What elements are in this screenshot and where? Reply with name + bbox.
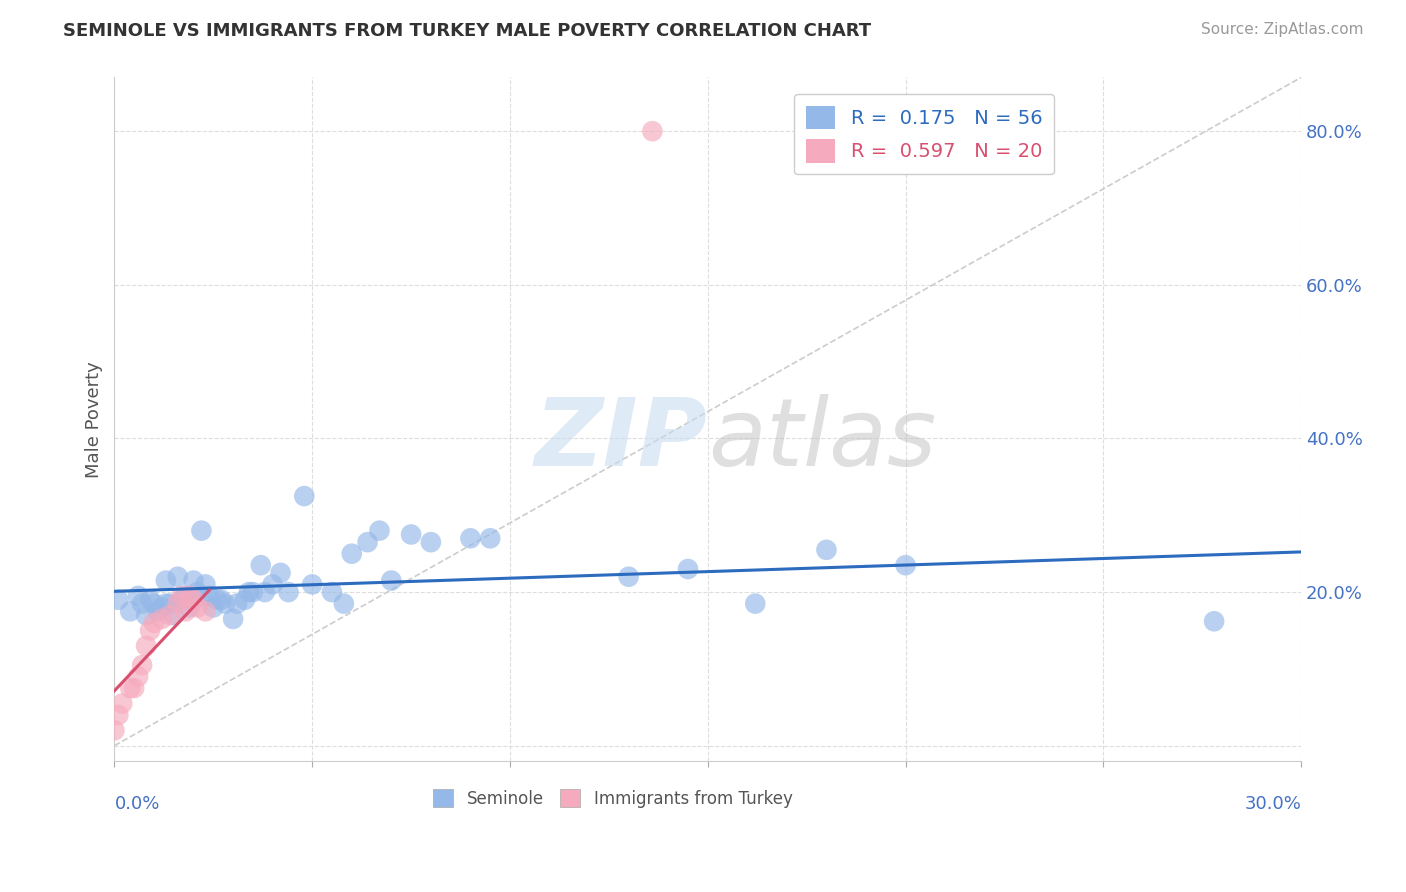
Point — [174, 604, 197, 618]
Point — [135, 608, 157, 623]
Point — [143, 597, 166, 611]
Point — [242, 585, 264, 599]
Point — [340, 547, 363, 561]
Point — [174, 589, 197, 603]
Point — [183, 592, 205, 607]
Point — [135, 639, 157, 653]
Point — [1204, 614, 1226, 628]
Point — [150, 600, 173, 615]
Point — [186, 585, 208, 599]
Point — [419, 535, 441, 549]
Text: SEMINOLE VS IMMIGRANTS FROM TURKEY MALE POVERTY CORRELATION CHART: SEMINOLE VS IMMIGRANTS FROM TURKEY MALE … — [63, 22, 872, 40]
Point — [170, 592, 193, 607]
Point — [226, 597, 249, 611]
Text: atlas: atlas — [707, 394, 936, 485]
Point — [146, 604, 169, 618]
Point — [292, 489, 315, 503]
Point — [209, 592, 232, 607]
Point — [163, 608, 186, 623]
Point — [190, 524, 212, 538]
Point — [179, 589, 201, 603]
Point — [183, 592, 205, 607]
Point — [194, 604, 217, 618]
Text: ZIP: ZIP — [534, 393, 707, 486]
Point — [202, 600, 225, 615]
Point — [399, 527, 422, 541]
Legend: Seminole, Immigrants from Turkey: Seminole, Immigrants from Turkey — [426, 783, 799, 814]
Text: 30.0%: 30.0% — [1244, 796, 1301, 814]
Point — [139, 624, 162, 638]
Point — [641, 124, 664, 138]
Point — [111, 697, 134, 711]
Point — [186, 600, 208, 615]
Text: Source: ZipAtlas.com: Source: ZipAtlas.com — [1201, 22, 1364, 37]
Y-axis label: Male Poverty: Male Poverty — [86, 361, 103, 477]
Point — [815, 542, 838, 557]
Point — [270, 566, 292, 580]
Point — [127, 670, 149, 684]
Point — [214, 597, 236, 611]
Point — [676, 562, 699, 576]
Point — [198, 589, 221, 603]
Point — [479, 531, 502, 545]
Point — [103, 723, 125, 738]
Point — [356, 535, 378, 549]
Point — [159, 597, 181, 611]
Point — [333, 597, 356, 611]
Point — [166, 597, 188, 611]
Point — [143, 615, 166, 630]
Point — [127, 589, 149, 603]
Point — [321, 585, 343, 599]
Point — [238, 585, 260, 599]
Point — [179, 600, 201, 615]
Point — [380, 574, 402, 588]
Point — [170, 589, 193, 603]
Point — [131, 658, 153, 673]
Point — [155, 597, 177, 611]
Point — [139, 592, 162, 607]
Point — [150, 612, 173, 626]
Point — [207, 592, 229, 607]
Point — [183, 574, 205, 588]
Point — [301, 577, 323, 591]
Point — [120, 604, 142, 618]
Point — [122, 681, 145, 695]
Point — [131, 597, 153, 611]
Text: 0.0%: 0.0% — [114, 796, 160, 814]
Point — [233, 592, 256, 607]
Point — [617, 570, 640, 584]
Point — [155, 574, 177, 588]
Point — [262, 577, 284, 591]
Point — [107, 592, 129, 607]
Point — [894, 558, 917, 573]
Point — [159, 608, 181, 623]
Point — [744, 597, 766, 611]
Point — [277, 585, 299, 599]
Point — [253, 585, 276, 599]
Point — [120, 681, 142, 695]
Point — [107, 708, 129, 723]
Point — [194, 577, 217, 591]
Point — [368, 524, 391, 538]
Point — [249, 558, 271, 573]
Point — [166, 570, 188, 584]
Point — [222, 612, 245, 626]
Point — [190, 589, 212, 603]
Point — [460, 531, 482, 545]
